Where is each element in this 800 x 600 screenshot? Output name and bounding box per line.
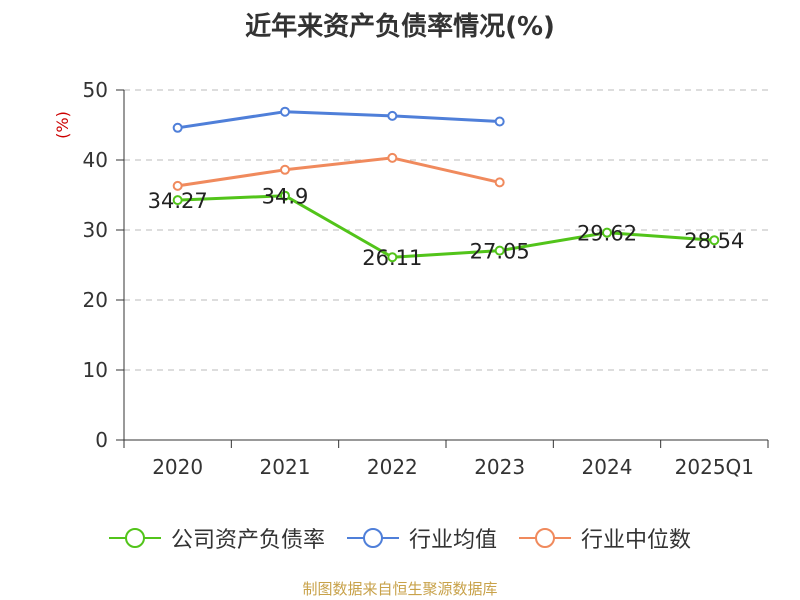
data-point — [494, 177, 505, 188]
data-label: 26.11 — [362, 246, 422, 270]
data-point — [172, 180, 183, 191]
y-tick-label: 0 — [95, 428, 108, 452]
data-point — [280, 106, 290, 117]
source-note: 制图数据来自恒生聚源数据库 — [302, 580, 498, 598]
data-point — [602, 227, 612, 238]
y-tick-label: 20 — [83, 288, 108, 312]
y-axis-label: (%) — [53, 111, 72, 139]
data-label: 34.9 — [262, 185, 309, 209]
legend-item-industry-avg[interactable]: 行业均值 — [346, 522, 497, 554]
legend: 公司资产负债率 行业均值 行业中位数 — [0, 520, 800, 556]
data-label: 34.27 — [148, 189, 208, 213]
data-point — [387, 152, 398, 163]
legend-swatch-industry-avg — [346, 528, 399, 548]
y-tick-label: 50 — [83, 78, 108, 102]
x-tick-label: 2021 — [260, 455, 311, 479]
series-line — [177, 110, 500, 130]
data-label: 28.54 — [684, 229, 744, 253]
y-tick-label: 10 — [83, 358, 108, 382]
data-point — [172, 122, 183, 133]
legend-item-industry-median[interactable]: 行业中位数 — [519, 522, 691, 554]
series-line — [177, 156, 501, 188]
data-point — [280, 164, 290, 175]
data-point — [387, 110, 398, 121]
data-point — [709, 235, 720, 246]
legend-label-industry-median: 行业中位数 — [581, 528, 692, 553]
data-point — [172, 195, 183, 206]
series-line — [177, 194, 715, 259]
data-label: 29.62 — [577, 222, 637, 246]
x-tick-label: 2025Q1 — [675, 455, 754, 479]
data-point — [494, 116, 505, 127]
data-point — [494, 245, 505, 256]
x-tick-label: 2022 — [367, 455, 418, 479]
x-tick-label: 2024 — [582, 455, 633, 479]
legend-swatch-company — [108, 528, 161, 548]
y-tick-label: 40 — [83, 148, 108, 172]
data-label: 27.05 — [470, 240, 530, 264]
y-tick-label: 30 — [83, 218, 108, 242]
data-point — [280, 190, 290, 201]
x-tick-label: 2020 — [152, 455, 203, 479]
legend-label-industry-avg: 行业均值 — [408, 528, 497, 553]
chart-title: 近年来资产负债率情况(%) — [245, 12, 555, 42]
x-tick-label: 2023 — [474, 455, 525, 479]
legend-label-company: 公司资产负债率 — [170, 528, 325, 553]
data-point — [387, 252, 398, 263]
legend-swatch-industry-median — [519, 528, 571, 548]
legend-item-company[interactable]: 公司资产负债率 — [108, 522, 325, 554]
